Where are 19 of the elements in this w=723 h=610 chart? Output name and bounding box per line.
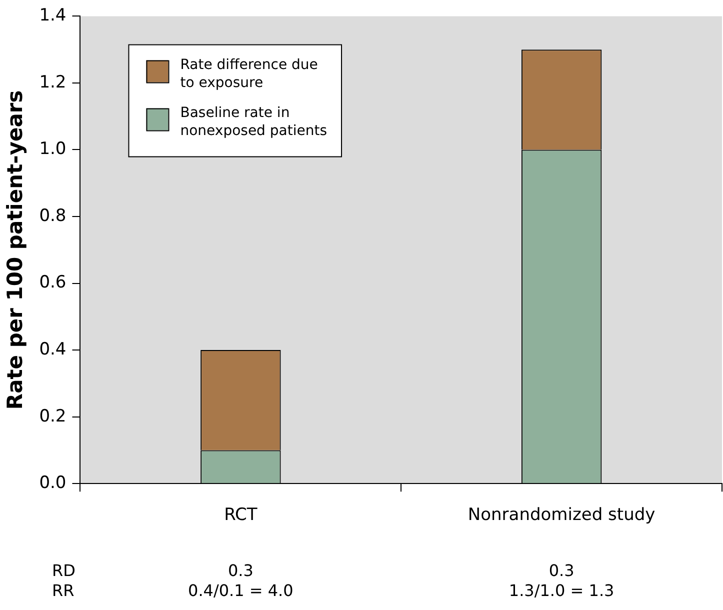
text: 1.3/1.0 = 1.3 [508, 581, 614, 600]
x-tick-label: Nonrandomized study [468, 505, 656, 526]
y-tick-label: 1.0 [39, 139, 66, 160]
y-tick-label: 0.8 [39, 206, 66, 226]
y-tick-label: 1.2 [39, 72, 66, 92]
text: RR [52, 581, 74, 600]
y-tick-label: 0.4 [39, 339, 66, 360]
y-tick-label: 0.0 [39, 473, 66, 494]
y-tick-label: 0.6 [39, 272, 66, 293]
y-tick-label: 0.2 [39, 406, 66, 426]
legend-label: Rate difference due to exposure [180, 56, 318, 91]
y-axis-title: Rate per 100 patient-years [3, 90, 28, 410]
legend-label: Baseline rate in nonexposed patients [180, 104, 328, 139]
text: 0.3 [228, 561, 254, 580]
text: RD [52, 561, 76, 580]
x-tick-label: RCT [224, 505, 258, 526]
y-tick-label: 1.4 [39, 6, 66, 26]
text: 0.3 [548, 561, 574, 580]
text: 0.4/0.1 = 4.0 [188, 581, 294, 600]
